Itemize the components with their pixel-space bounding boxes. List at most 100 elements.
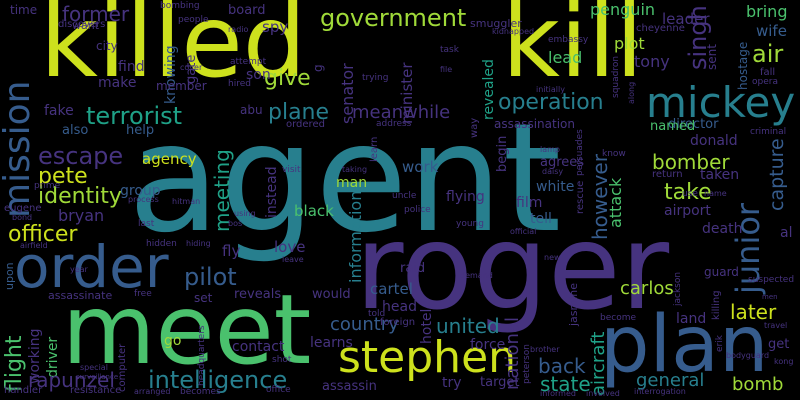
word-tell: tell (530, 211, 552, 227)
word-become: become (600, 313, 637, 323)
word-bombing: bombing (160, 1, 200, 11)
word-task: task (440, 45, 459, 55)
word-work: work (402, 158, 439, 176)
word-director: director (668, 117, 719, 132)
word-also: also (62, 123, 89, 138)
word-capture: capture (766, 138, 788, 211)
word-ordered: ordered (286, 119, 325, 130)
word-aircraft: aircraft (588, 331, 609, 396)
word-killing: killing (711, 290, 722, 320)
word-trying: trying (362, 73, 389, 83)
word-police: police (404, 205, 431, 215)
word-white: white (536, 179, 575, 195)
word-head: head (382, 299, 417, 315)
word-give: give (264, 66, 311, 91)
word-way: way (469, 117, 480, 138)
word-bodyguard: bodyguard (726, 351, 770, 360)
word-set: set (194, 291, 213, 305)
word-jackson: jackson (673, 271, 683, 306)
word-taking: taking (342, 165, 368, 174)
word-attempt: attempt (230, 57, 267, 67)
word-agency: agency (142, 150, 197, 168)
word-lead: lead (548, 48, 583, 67)
word-attack: attack (606, 177, 625, 228)
word-process: process (128, 195, 159, 204)
word-officer: officer (8, 222, 78, 247)
word-smuggler: smuggler (470, 17, 522, 30)
word-land: land (676, 311, 707, 327)
word-eugene: eugene (4, 203, 42, 214)
word-airfield: airfield (20, 241, 48, 250)
word-men: men (762, 293, 778, 301)
word-fall: fall (760, 67, 776, 78)
word-name: name (704, 189, 727, 198)
word-flight: flight (2, 335, 27, 392)
word-initially: initially (536, 85, 565, 94)
word-terrorist: terrorist (86, 102, 183, 130)
word-spy: spy (262, 18, 289, 36)
word-penguin: penguin (590, 0, 656, 19)
word-use: use (682, 189, 698, 199)
word-take: take (664, 180, 712, 205)
word-handler: handler (4, 385, 43, 396)
word-get: get (768, 337, 790, 352)
word-daisy: daisy (542, 167, 564, 176)
word-using: using (234, 209, 256, 218)
word-try: try (442, 375, 462, 391)
word-arranged: arranged (134, 387, 171, 396)
word-official: official (510, 227, 537, 236)
word-return: return (652, 169, 683, 180)
word-group: group (120, 183, 161, 199)
word-know: know (602, 149, 626, 159)
word-rescue: rescue (575, 180, 586, 214)
word-united: united (436, 314, 500, 338)
word-begin: begin (495, 135, 510, 172)
word-people: people (178, 15, 209, 25)
word-fly: fly (222, 242, 241, 260)
word-lamp: lamp (540, 145, 560, 154)
word-man: man (336, 175, 368, 191)
word-meet: meet (62, 274, 312, 386)
word-leave: leave (282, 255, 304, 264)
word-year: year (70, 265, 88, 274)
word-hidden: hidden (146, 239, 177, 249)
word-knowing: knowing (163, 45, 179, 104)
word-uncle: uncle (392, 191, 417, 201)
word-surveillance: surveillance (76, 373, 119, 381)
word-plot: plot (614, 34, 645, 53)
word-kidnapped: kidnapped (492, 27, 535, 36)
word-leader: leader (662, 10, 710, 28)
word-last: last (138, 219, 155, 229)
word-demand: demand (460, 271, 493, 280)
word-identity: identity (38, 184, 122, 209)
word-pete: pete (38, 164, 88, 189)
word-agent: agent (128, 92, 562, 266)
word-city: city (96, 39, 118, 53)
word-government: government (320, 4, 467, 32)
word-board: board (228, 3, 266, 18)
word-operation: operation (498, 90, 604, 115)
word-address: address (376, 119, 412, 129)
word-cheyenne: cheyenne (636, 23, 685, 34)
word-fake: fake (44, 103, 74, 119)
word-would: would (312, 287, 351, 302)
word-love: love (274, 238, 306, 256)
word-member: member (156, 79, 207, 93)
word-opera: opera (752, 77, 778, 87)
word-radio: radio (228, 25, 249, 34)
word-roger: roger (355, 198, 670, 336)
word-killed: killed (40, 0, 307, 100)
word-back: back (538, 354, 586, 378)
word-brother: brother (530, 345, 560, 354)
word-visit: visit (282, 165, 301, 175)
word-escape: escape (38, 142, 124, 170)
word-learn: learn (369, 136, 380, 162)
word-jasmine: jasmine (567, 282, 580, 326)
word-suspected: suspected (748, 275, 795, 285)
word-free: free (134, 289, 152, 299)
word-named: named (650, 119, 696, 134)
word-new: new (544, 253, 561, 262)
word-plan: plan (600, 300, 769, 390)
word-interrogation: interrogation (634, 387, 686, 396)
word-shot: shot (272, 355, 292, 365)
